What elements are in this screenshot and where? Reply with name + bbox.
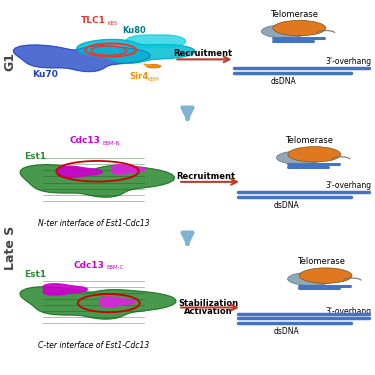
Ellipse shape xyxy=(147,64,161,68)
Text: Est1: Est1 xyxy=(24,152,46,161)
Text: Stabilization: Stabilization xyxy=(178,299,238,308)
Polygon shape xyxy=(126,35,186,48)
Text: Recruitment: Recruitment xyxy=(173,49,232,58)
Ellipse shape xyxy=(273,20,326,36)
Text: dsDNA: dsDNA xyxy=(274,201,300,210)
Ellipse shape xyxy=(288,272,334,285)
Text: Cdc13: Cdc13 xyxy=(69,136,100,145)
Text: dsDNA: dsDNA xyxy=(270,78,296,87)
Text: TLC1: TLC1 xyxy=(81,16,105,25)
Text: C-ter interface of Est1-Cdc13: C-ter interface of Est1-Cdc13 xyxy=(38,341,149,350)
Text: KBS: KBS xyxy=(108,21,118,26)
Polygon shape xyxy=(43,284,87,295)
Text: Ku80: Ku80 xyxy=(122,26,146,35)
Text: dsDNA: dsDNA xyxy=(274,327,300,336)
Polygon shape xyxy=(13,45,150,72)
Text: KBM: KBM xyxy=(147,77,159,82)
Ellipse shape xyxy=(288,147,341,162)
Polygon shape xyxy=(111,165,145,174)
Text: Activation: Activation xyxy=(184,308,232,316)
Text: 3'-overhang: 3'-overhang xyxy=(325,307,371,316)
Text: Cdc13: Cdc13 xyxy=(73,261,104,270)
Text: 3'-overhang: 3'-overhang xyxy=(325,181,371,190)
Text: G1: G1 xyxy=(4,53,17,71)
Text: 3'-overhang: 3'-overhang xyxy=(325,57,371,66)
Text: Telomerase: Telomerase xyxy=(285,136,333,145)
Text: Late S: Late S xyxy=(4,225,17,270)
Text: Ku70: Ku70 xyxy=(32,70,58,79)
Ellipse shape xyxy=(276,151,322,164)
Text: EBM-C: EBM-C xyxy=(106,266,123,270)
Text: Telomerase: Telomerase xyxy=(297,258,345,267)
Ellipse shape xyxy=(299,268,352,283)
Polygon shape xyxy=(58,166,102,177)
Polygon shape xyxy=(20,165,175,197)
Polygon shape xyxy=(20,287,176,319)
Text: Recruitment: Recruitment xyxy=(177,172,236,182)
Text: Sir4: Sir4 xyxy=(129,72,149,81)
Text: Telomerase: Telomerase xyxy=(270,10,318,20)
Polygon shape xyxy=(99,297,135,307)
Polygon shape xyxy=(77,39,195,63)
Ellipse shape xyxy=(261,25,308,38)
Text: Est1: Est1 xyxy=(24,270,46,279)
Text: N-ter interface of Est1-Cdc13: N-ter interface of Est1-Cdc13 xyxy=(38,219,150,228)
Text: EBM-N: EBM-N xyxy=(102,141,120,146)
